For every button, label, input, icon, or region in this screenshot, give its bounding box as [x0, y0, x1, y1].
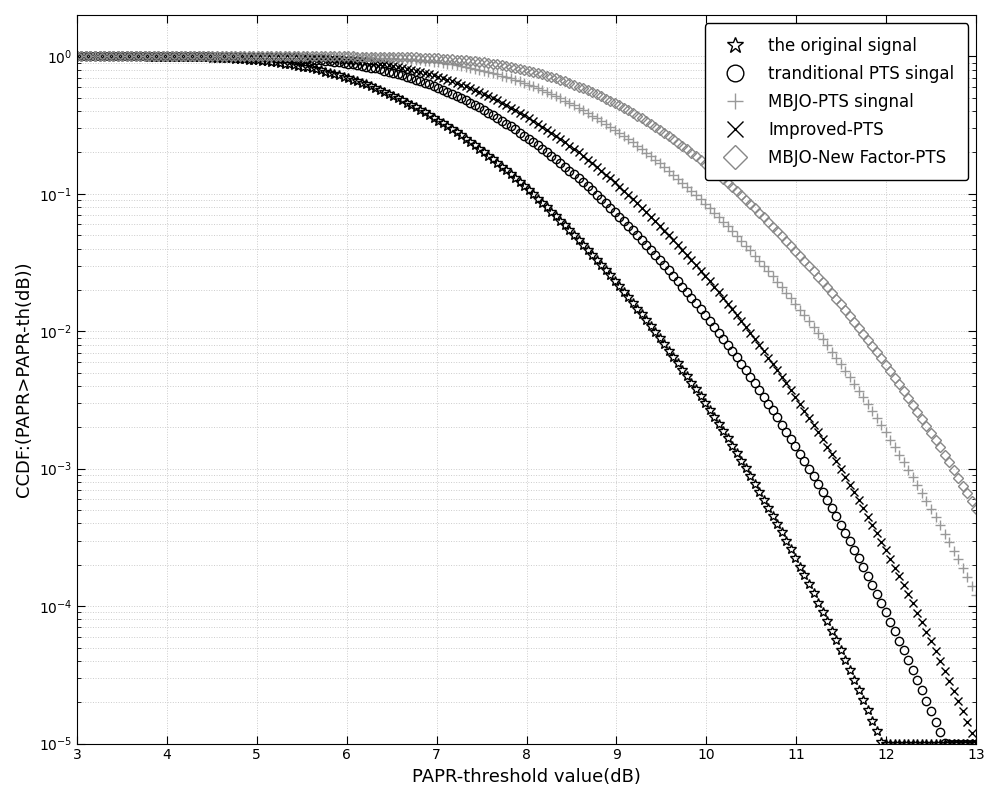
tranditional PTS singal [943, 739, 955, 748]
MBJO-New Factor-PTS [125, 51, 137, 61]
Improved-PTS [893, 572, 905, 582]
MBJO-New Factor-PTS [107, 51, 119, 61]
tranditional PTS singal [310, 55, 322, 65]
MBJO-PTS singnal [71, 51, 83, 61]
MBJO-New Factor-PTS [925, 428, 937, 437]
MBJO-New Factor-PTS [893, 380, 905, 389]
MBJO-PTS singnal [238, 51, 250, 61]
MBJO-PTS singnal [107, 51, 119, 61]
the original signal [898, 739, 910, 748]
tranditional PTS singal [125, 51, 137, 61]
tranditional PTS singal [925, 706, 937, 716]
MBJO-New Factor-PTS [238, 51, 250, 61]
Improved-PTS [238, 52, 250, 62]
the original signal [71, 51, 83, 61]
MBJO-PTS singnal [970, 590, 982, 600]
the original signal [125, 51, 137, 61]
Improved-PTS [310, 53, 322, 62]
Improved-PTS [925, 636, 937, 646]
Improved-PTS [71, 51, 83, 61]
MBJO-PTS singnal [925, 505, 937, 514]
Line: the original signal: the original signal [72, 51, 981, 748]
MBJO-New Factor-PTS [71, 51, 83, 61]
Line: Improved-PTS: Improved-PTS [73, 52, 980, 747]
Improved-PTS [107, 51, 119, 61]
Line: MBJO-New Factor-PTS: MBJO-New Factor-PTS [73, 53, 980, 513]
MBJO-New Factor-PTS [970, 505, 982, 514]
the original signal [970, 739, 982, 748]
tranditional PTS singal [107, 51, 119, 61]
the original signal [107, 51, 119, 61]
Improved-PTS [970, 739, 982, 748]
the original signal [310, 65, 322, 74]
MBJO-PTS singnal [310, 52, 322, 62]
tranditional PTS singal [71, 51, 83, 61]
tranditional PTS singal [970, 739, 982, 748]
Line: MBJO-PTS singnal: MBJO-PTS singnal [72, 51, 981, 600]
Legend: the original signal, tranditional PTS singal, MBJO-PTS singnal, Improved-PTS, MB: the original signal, tranditional PTS si… [705, 23, 968, 180]
MBJO-PTS singnal [893, 449, 905, 459]
tranditional PTS singal [238, 52, 250, 62]
the original signal [930, 739, 942, 748]
Y-axis label: CCDF:(PAPR>PAPR-th(dB)): CCDF:(PAPR>PAPR-th(dB)) [15, 261, 33, 497]
MBJO-New Factor-PTS [310, 51, 322, 61]
Line: tranditional PTS singal: tranditional PTS singal [73, 52, 980, 748]
Improved-PTS [125, 51, 137, 61]
the original signal [880, 739, 892, 748]
MBJO-PTS singnal [125, 51, 137, 61]
X-axis label: PAPR-threshold value(dB): PAPR-threshold value(dB) [412, 768, 641, 786]
tranditional PTS singal [893, 636, 905, 646]
the original signal [238, 54, 250, 64]
